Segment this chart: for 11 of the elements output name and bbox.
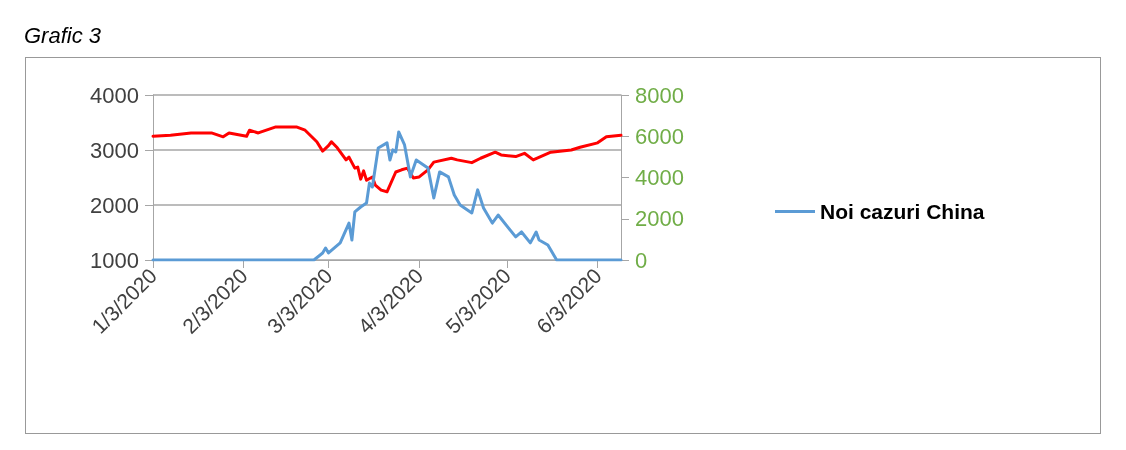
y2-tick-label: 6000 xyxy=(635,123,684,149)
y2-tick-label: 8000 xyxy=(635,82,684,108)
y-tick-label: 3000 xyxy=(90,137,139,163)
chart-title: Grafic 3 xyxy=(24,22,102,48)
y-tick-label: 2000 xyxy=(90,192,139,218)
y2-tick-label: 2000 xyxy=(635,206,684,232)
legend-label: Noi cazuri China xyxy=(820,200,985,223)
y2-tick-label: 0 xyxy=(635,247,648,273)
y-tick-label: 4000 xyxy=(90,82,139,108)
y2-tick-label: 4000 xyxy=(635,165,684,190)
y-tick-label: 1000 xyxy=(90,247,139,273)
